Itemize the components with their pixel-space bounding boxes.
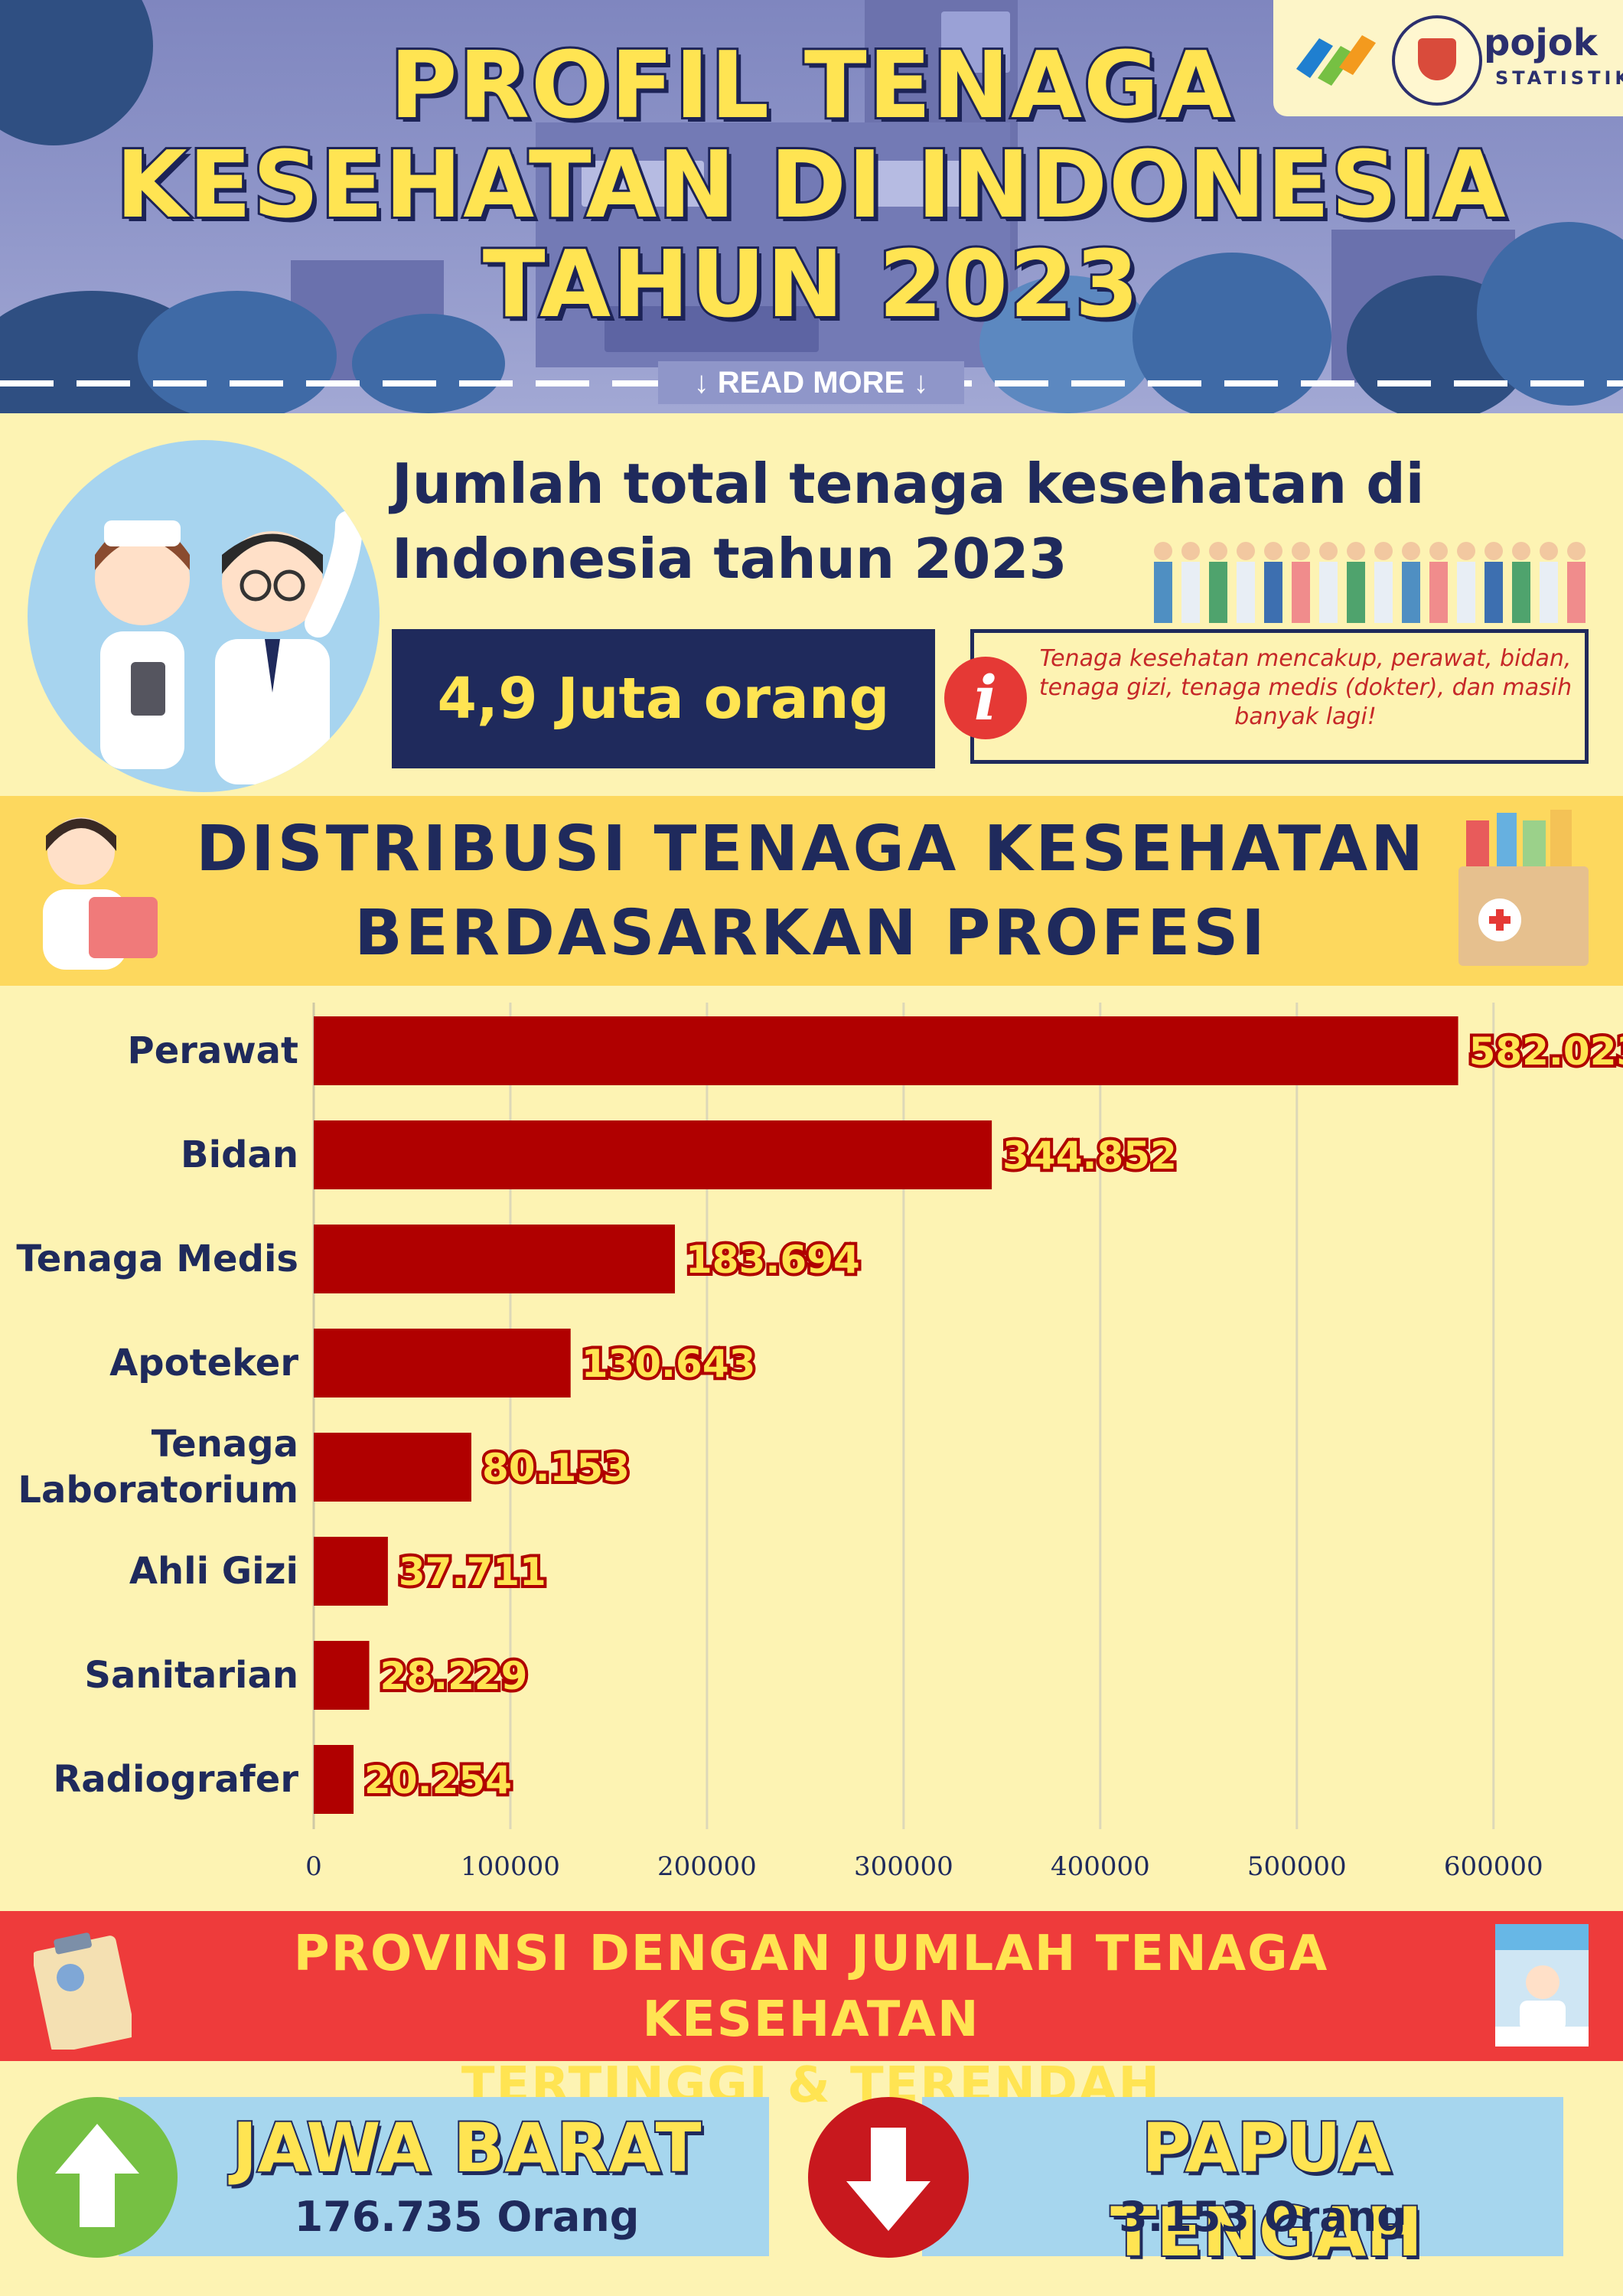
page-title: PROFIL TENAGA KESEHATAN DI INDONESIA TAH… (0, 33, 1623, 338)
staff-group-illustration (1154, 542, 1586, 623)
value-label: 20.254 (364, 1758, 512, 1802)
highest-province-count: 176.735 Orang (294, 2193, 640, 2241)
info-text: Tenaga kesehatan mencakup, perawat, bida… (1038, 645, 1572, 730)
bar (314, 1120, 992, 1189)
x-tick-label: 200000 (657, 1851, 757, 1882)
nurse-doctor-illustration (95, 510, 363, 784)
chart-x-tick-labels: 0 100000 200000 300000 400000 500000 600000 (305, 1851, 1543, 1882)
value-label: 582.023 (1469, 1029, 1623, 1074)
highest-province-name: JAWA BARAT (231, 2107, 703, 2189)
arrow-down-icon (846, 2128, 930, 2231)
lowest-province-box (922, 2097, 1563, 2256)
tree-shape (979, 276, 1155, 413)
nurse-clipboard-icon (43, 817, 158, 970)
bar (314, 1016, 1458, 1085)
total-value-box: 4,9 Juta orang (392, 629, 935, 768)
university-seal (1392, 15, 1482, 106)
bar (314, 1225, 676, 1293)
distribution-header-band (0, 796, 1623, 986)
bar (314, 1329, 571, 1397)
clipboard-icon (34, 1932, 132, 2050)
value-label: 37.711 (399, 1550, 546, 1594)
x-tick-label: 600000 (1444, 1851, 1543, 1882)
highest-indicator (17, 2097, 178, 2258)
bar (314, 1537, 388, 1606)
category-label: Ahli Gizi (129, 1550, 298, 1593)
category-label: Radiografer (53, 1758, 298, 1801)
province-title: PROVINSI DENGAN JUMLAH TENAGA KESEHATAN … (138, 1921, 1484, 2118)
lowest-indicator (808, 2097, 969, 2258)
category-label: Tenaga Medis (16, 1238, 298, 1280)
highest-province-box (119, 2097, 769, 2256)
category-label: Laboratorium (18, 1469, 298, 1512)
info-icon: i (944, 657, 1027, 739)
province-title-line: PROVINSI DENGAN JUMLAH TENAGA KESEHATAN (293, 1926, 1329, 2048)
category-label: Sanitarian (84, 1654, 298, 1697)
value-label: 183.694 (686, 1238, 860, 1282)
x-tick-label: 100000 (461, 1851, 560, 1882)
value-label: 28.229 (380, 1654, 528, 1698)
lowest-province-name: PAPUA TENGAH (1109, 2107, 1424, 2273)
hospital-cross-sign (941, 11, 1010, 73)
chart-category-labels: Perawat Bidan Tenaga Medis Apoteker TenagaLa… (16, 1029, 298, 1801)
distribution-title: DISTRIBUSI TENAGA KESEHATAN BERDASARKAN … (153, 807, 1469, 976)
brand-name: pojok (1484, 21, 1598, 64)
category-label: Apoteker (109, 1342, 298, 1384)
chart-value-labels: 582.023 344.852 183.694 130.643 80.153 37.711… (361, 1026, 1623, 1805)
title-line: KESEHATAN DI INDONESIA (113, 132, 1507, 239)
total-heading: Jumlah total tenaga kesehatan di Indones… (392, 452, 1425, 591)
hospital-sign (605, 306, 819, 352)
read-more-link[interactable]: ↓ READ MORE ↓ (658, 361, 964, 404)
pharmacy-icon (1495, 1924, 1589, 2047)
bar (314, 1433, 471, 1502)
province-header-band (0, 1911, 1623, 2061)
title-line: TAHUN 2023 (481, 232, 1141, 338)
chart-bars (314, 1016, 1458, 1814)
tree-shape (352, 314, 505, 413)
tree-shape (1133, 253, 1331, 413)
x-tick-label: 0 (305, 1851, 322, 1882)
bar-chart: Perawat Bidan Tenaga Medis Apoteker TenagaLa… (16, 1003, 1623, 1882)
x-tick-label: 300000 (854, 1851, 953, 1882)
value-label: 80.153 (482, 1446, 630, 1490)
category-label: Tenaga (152, 1423, 298, 1466)
value-label: 344.852 (1002, 1133, 1177, 1178)
category-label: Perawat (128, 1029, 298, 1072)
lowest-province-count: 3.153 Orang (1119, 2193, 1406, 2241)
value-label: 130.643 (582, 1342, 756, 1386)
bar (314, 1641, 370, 1710)
brand-subtitle: STATISTIK (1495, 67, 1623, 89)
distribution-title-line: DISTRIBUSI TENAGA KESEHATAN (196, 813, 1426, 885)
tree-shape (1477, 222, 1623, 406)
logo-area: pojok STATISTIK (1273, 0, 1623, 116)
title-line: PROFIL TENAGA (388, 33, 1234, 139)
health-workers-illustration (28, 440, 380, 792)
medicine-box-icon (1458, 810, 1589, 966)
header-banner: PROFIL TENAGA KESEHATAN DI INDONESIA TAH… (0, 0, 1623, 413)
bar (314, 1745, 354, 1814)
info-box (970, 629, 1589, 764)
arrow-up-icon (55, 2124, 139, 2227)
x-tick-label: 400000 (1051, 1851, 1150, 1882)
x-tick-label: 500000 (1247, 1851, 1347, 1882)
tree-shape (138, 291, 337, 413)
distribution-title-line: BERDASARKAN PROFESI (354, 897, 1268, 970)
bps-logo (1296, 35, 1376, 86)
category-label: Bidan (181, 1133, 298, 1176)
